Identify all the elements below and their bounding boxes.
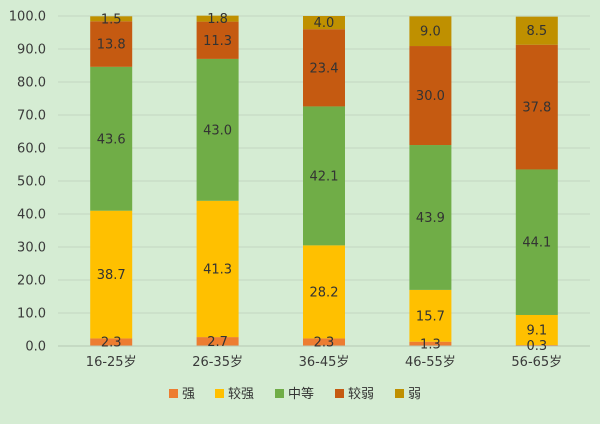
data-labels: 2.3 38.7 43.6 13.8 1.5 16-25岁 2.7 41.3 43.0 11.3 1… — [86, 12, 562, 370]
data-label: 1.5 — [101, 12, 122, 27]
data-label: 43.0 — [203, 123, 232, 138]
y-tick-label: 80.0 — [17, 76, 46, 91]
bar-stack — [409, 16, 452, 346]
y-tick-label: 10.0 — [17, 307, 46, 322]
legend-label: 中等 — [288, 386, 314, 402]
data-label: 41.3 — [203, 262, 232, 277]
data-label: 2.3 — [314, 336, 335, 351]
y-tick-label: 20.0 — [17, 274, 46, 289]
legend-swatch — [169, 389, 178, 398]
bar-stack — [196, 15, 239, 346]
data-label: 2.7 — [207, 335, 228, 350]
x-tick-label: 36-45岁 — [299, 355, 350, 370]
bar-segment — [515, 169, 558, 315]
y-tick-label: 30.0 — [17, 241, 46, 256]
data-label: 1.8 — [207, 12, 228, 27]
data-label: 28.2 — [310, 285, 339, 300]
legend-label: 较强 — [228, 387, 254, 402]
bar-segment — [90, 210, 133, 339]
bar-segment — [90, 66, 133, 211]
data-label: 44.1 — [522, 236, 551, 251]
y-tick-label: 0.0 — [25, 340, 46, 355]
x-tick-label: 26-35岁 — [192, 355, 243, 370]
data-label: 13.8 — [97, 38, 126, 53]
bar-segment — [303, 16, 345, 30]
legend-item: 较弱 — [335, 387, 374, 402]
data-label: 37.8 — [522, 101, 551, 116]
legend-label: 弱 — [408, 387, 421, 402]
bar-segment — [409, 289, 452, 342]
data-label: 11.3 — [203, 34, 232, 49]
legend-label: 强 — [182, 387, 195, 402]
data-label: 0.3 — [526, 339, 547, 354]
data-label: 38.7 — [97, 268, 126, 283]
bars — [90, 15, 558, 346]
legend-item: 强 — [169, 387, 195, 402]
bar-segment — [515, 314, 558, 346]
bar-segment — [303, 106, 345, 246]
legend-swatch — [215, 389, 224, 398]
bar-segment — [409, 16, 452, 47]
bar-segment — [515, 44, 558, 170]
bar-segment — [515, 16, 558, 45]
data-label: 2.3 — [101, 336, 122, 351]
data-label: 1.3 — [420, 337, 441, 352]
legend-item: 较强 — [215, 387, 254, 402]
data-label: 42.1 — [310, 169, 339, 184]
data-label: 23.4 — [310, 61, 339, 76]
bar-segment — [303, 29, 345, 107]
y-tick-label: 70.0 — [17, 109, 46, 124]
bar-segment — [303, 338, 345, 346]
bar-segment — [196, 337, 239, 346]
data-label: 4.0 — [314, 16, 335, 31]
bar-segment — [196, 21, 239, 59]
y-tick-label: 60.0 — [17, 142, 46, 157]
bar-segment — [409, 145, 452, 290]
bar-segment — [196, 58, 239, 201]
legend-swatch — [335, 389, 344, 398]
x-tick-label: 16-25岁 — [86, 355, 137, 370]
bar-stack — [303, 16, 345, 346]
y-tick-label: 50.0 — [17, 175, 46, 190]
bar-stack — [515, 16, 558, 346]
data-label: 9.1 — [526, 323, 547, 338]
legend-item: 弱 — [395, 387, 421, 402]
x-tick-label: 46-55岁 — [405, 355, 456, 370]
bar-segment — [196, 200, 239, 338]
bar-segment — [409, 341, 452, 346]
bar-segment — [90, 338, 133, 346]
data-label: 8.5 — [526, 24, 547, 39]
data-label: 30.0 — [416, 89, 445, 104]
y-tick-label: 40.0 — [17, 208, 46, 223]
bar-stack — [90, 16, 133, 346]
y-tick-label: 100.0 — [9, 10, 46, 25]
bar-segment — [303, 245, 345, 339]
legend-item: 中等 — [275, 386, 314, 402]
bar-segment — [409, 46, 452, 146]
data-label: 43.6 — [97, 132, 126, 147]
data-label: 43.9 — [416, 211, 445, 226]
bar-segment — [90, 16, 133, 22]
bar-segment — [90, 21, 133, 67]
y-axis-tick-labels: 0.0 10.0 20.0 30.0 40.0 50.0 60.0 70.0 80.0 90.0 1… — [9, 10, 46, 355]
legend-label: 较弱 — [348, 387, 374, 402]
y-tick-label: 90.0 — [17, 43, 46, 58]
data-label: 9.0 — [420, 25, 441, 40]
data-label: 15.7 — [416, 309, 445, 324]
legend: 强 较强 中等 较弱 弱 — [169, 386, 421, 402]
bar-segment — [196, 15, 239, 22]
x-tick-label: 56-65岁 — [511, 355, 562, 370]
legend-swatch — [395, 389, 404, 398]
legend-swatch — [275, 389, 284, 398]
